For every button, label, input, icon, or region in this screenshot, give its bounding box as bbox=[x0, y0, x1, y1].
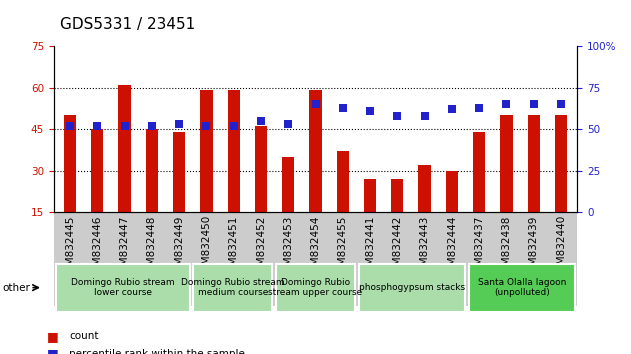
Bar bbox=[555, 115, 567, 254]
Point bbox=[365, 108, 375, 114]
Bar bbox=[364, 179, 376, 254]
Point bbox=[92, 123, 102, 129]
Bar bbox=[146, 129, 158, 254]
Text: Domingo Rubio stream
lower course: Domingo Rubio stream lower course bbox=[71, 278, 174, 297]
Point bbox=[474, 105, 484, 110]
Point bbox=[447, 107, 457, 112]
Point bbox=[201, 123, 211, 129]
Text: percentile rank within the sample: percentile rank within the sample bbox=[69, 349, 245, 354]
Point bbox=[310, 101, 321, 107]
Text: count: count bbox=[69, 331, 99, 341]
Bar bbox=[391, 179, 403, 254]
Text: ■: ■ bbox=[47, 330, 59, 343]
Text: other: other bbox=[3, 282, 30, 293]
Bar bbox=[528, 115, 540, 254]
Bar bbox=[282, 157, 294, 254]
Point bbox=[556, 101, 566, 107]
Point bbox=[256, 118, 266, 124]
Bar bbox=[309, 90, 322, 254]
Point bbox=[392, 113, 403, 119]
Bar bbox=[91, 129, 103, 254]
Point bbox=[119, 123, 129, 129]
Text: GDS5331 / 23451: GDS5331 / 23451 bbox=[60, 17, 195, 32]
Bar bbox=[228, 90, 240, 254]
Text: Domingo Rubio stream
medium course: Domingo Rubio stream medium course bbox=[181, 278, 285, 297]
Point bbox=[228, 123, 239, 129]
Bar bbox=[119, 85, 131, 254]
Point bbox=[529, 101, 539, 107]
Bar bbox=[418, 165, 431, 254]
Bar bbox=[473, 132, 485, 254]
Point bbox=[420, 113, 430, 119]
Bar bbox=[500, 115, 512, 254]
Bar bbox=[173, 132, 186, 254]
Text: phosphogypsum stacks: phosphogypsum stacks bbox=[359, 283, 465, 292]
Bar bbox=[445, 171, 458, 254]
Point bbox=[65, 123, 75, 129]
Text: Domingo Rubio
stream upper course: Domingo Rubio stream upper course bbox=[268, 278, 363, 297]
Bar bbox=[255, 126, 267, 254]
Text: ■: ■ bbox=[47, 348, 59, 354]
Bar bbox=[337, 152, 349, 254]
Point bbox=[502, 101, 512, 107]
Bar bbox=[200, 90, 213, 254]
Bar bbox=[64, 115, 76, 254]
Point bbox=[147, 123, 157, 129]
Point bbox=[174, 121, 184, 127]
Point bbox=[283, 121, 293, 127]
Point bbox=[338, 105, 348, 110]
Text: Santa Olalla lagoon
(unpolluted): Santa Olalla lagoon (unpolluted) bbox=[478, 278, 567, 297]
